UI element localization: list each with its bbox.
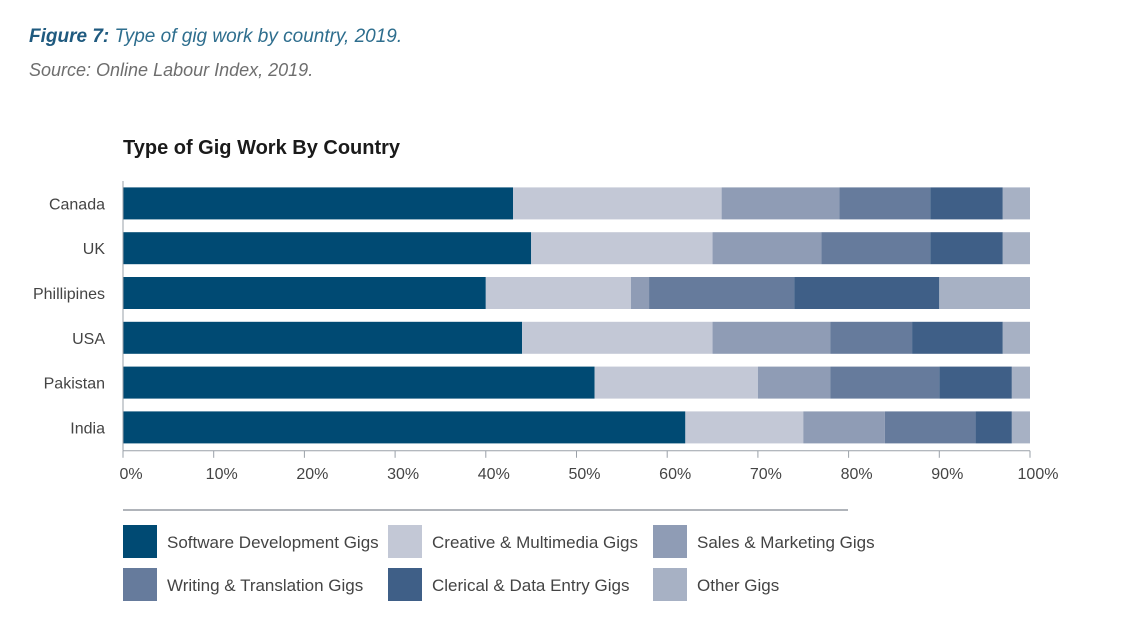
bar-phillipines-creative-and-multimedia-gigs — [485, 277, 631, 309]
x-tick-label: 70% — [750, 466, 782, 483]
bar-canada-sales-and-marketing-gigs — [721, 187, 840, 220]
bar-canada-creative-and-multimedia-gigs — [513, 187, 722, 220]
legend-swatch-clerical-and-data-entry-gigs — [388, 568, 422, 601]
bar-pakistan-writing-and-translation-gigs — [830, 366, 940, 399]
legend-label-creative-and-multimedia-gigs: Creative & Multimedia Gigs — [432, 533, 638, 552]
bar-india-other-gigs — [1011, 411, 1030, 444]
figure-caption: Figure 7: Type of gig work by country, 2… — [29, 26, 402, 48]
bar-india-writing-and-translation-gigs — [884, 411, 976, 444]
x-tick-label: 80% — [841, 466, 873, 483]
x-tick-label: 10% — [206, 466, 238, 483]
legend-label-clerical-and-data-entry-gigs: Clerical & Data Entry Gigs — [432, 576, 629, 595]
bar-india-sales-and-marketing-gigs — [803, 411, 885, 444]
x-tick-label: 50% — [568, 466, 600, 483]
legend-label-writing-and-translation-gigs: Writing & Translation Gigs — [167, 576, 363, 595]
bar-pakistan-sales-and-marketing-gigs — [757, 366, 831, 399]
figure-caption-text: Type of gig work by country, 2019. — [114, 26, 403, 47]
bar-uk-clerical-and-data-entry-gigs — [930, 232, 1003, 265]
x-tick-label: 100% — [1018, 466, 1059, 483]
legend-label-sales-and-marketing-gigs: Sales & Marketing Gigs — [697, 533, 875, 552]
legend-label-software-development-gigs: Software Development Gigs — [167, 533, 379, 552]
x-tick-label: 90% — [931, 466, 963, 483]
bar-canada-other-gigs — [1002, 187, 1030, 220]
bar-pakistan-creative-and-multimedia-gigs — [594, 366, 758, 399]
legend-swatch-other-gigs — [653, 568, 687, 601]
x-tick-label: 20% — [296, 466, 328, 483]
bar-pakistan-software-development-gigs — [123, 366, 595, 399]
bar-usa-writing-and-translation-gigs — [830, 321, 913, 354]
x-tick-label: 60% — [659, 466, 691, 483]
bar-usa-software-development-gigs — [123, 321, 523, 354]
legend-swatch-creative-and-multimedia-gigs — [388, 525, 422, 558]
bar-india-software-development-gigs — [123, 411, 686, 444]
legend-swatch-writing-and-translation-gigs — [123, 568, 157, 601]
legend-swatch-software-development-gigs — [123, 525, 157, 558]
bar-phillipines-other-gigs — [939, 277, 1030, 309]
bar-usa-creative-and-multimedia-gigs — [522, 321, 713, 354]
category-label-india: India — [70, 420, 105, 437]
bar-uk-software-development-gigs — [123, 232, 532, 265]
bar-india-creative-and-multimedia-gigs — [685, 411, 804, 444]
category-label-canada: Canada — [49, 196, 105, 213]
chart-title: Type of Gig Work By Country — [123, 137, 401, 159]
category-label-phillipines: Phillipines — [33, 286, 105, 303]
bar-india-clerical-and-data-entry-gigs — [975, 411, 1012, 444]
bar-uk-writing-and-translation-gigs — [821, 232, 931, 265]
bar-phillipines-writing-and-translation-gigs — [649, 277, 795, 309]
x-tick-label: 30% — [387, 466, 419, 483]
category-label-usa: USA — [72, 331, 105, 348]
bar-phillipines-sales-and-marketing-gigs — [630, 277, 650, 309]
bar-uk-sales-and-marketing-gigs — [712, 232, 822, 265]
bar-canada-writing-and-translation-gigs — [839, 187, 931, 220]
x-tick-label: 40% — [478, 466, 510, 483]
legend-label-other-gigs: Other Gigs — [697, 576, 779, 595]
bar-pakistan-clerical-and-data-entry-gigs — [939, 366, 1012, 399]
bar-usa-other-gigs — [1002, 321, 1030, 354]
bar-phillipines-software-development-gigs — [123, 277, 486, 309]
bar-uk-creative-and-multimedia-gigs — [531, 232, 713, 265]
bar-uk-other-gigs — [1002, 232, 1030, 265]
bar-canada-clerical-and-data-entry-gigs — [930, 187, 1003, 220]
bar-canada-software-development-gigs — [123, 187, 514, 220]
category-label-pakistan: Pakistan — [44, 376, 105, 393]
legend-swatch-sales-and-marketing-gigs — [653, 525, 687, 558]
bar-phillipines-clerical-and-data-entry-gigs — [794, 277, 940, 309]
bar-usa-clerical-and-data-entry-gigs — [912, 321, 1003, 354]
figure-source: Source: Online Labour Index, 2019. — [29, 60, 314, 80]
figure-label: Figure 7: — [29, 26, 110, 47]
x-tick-label: 0% — [119, 466, 142, 483]
category-label-uk: UK — [83, 241, 106, 258]
bar-pakistan-other-gigs — [1011, 366, 1030, 399]
bar-usa-sales-and-marketing-gigs — [712, 321, 831, 354]
